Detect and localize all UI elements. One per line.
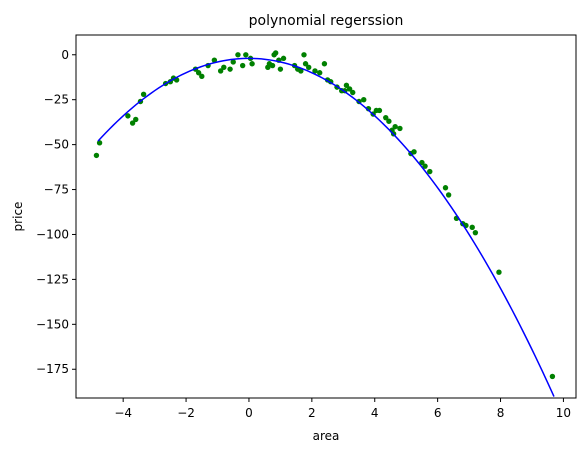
x-tick-label: 8 [497, 406, 505, 420]
regression-curve [97, 57, 555, 397]
plot-frame [75, 34, 577, 399]
data-point [217, 68, 224, 74]
data-point [93, 152, 100, 159]
data-point [346, 86, 353, 92]
data-point [227, 66, 233, 72]
data-point [350, 89, 356, 96]
data-point [383, 114, 389, 121]
x-tick-label: 4 [371, 406, 379, 420]
data-point [301, 52, 307, 58]
data-point [272, 50, 279, 56]
data-point [376, 107, 383, 114]
x-tick-label: 6 [434, 406, 442, 420]
x-tick-label: 10 [556, 406, 571, 420]
data-point [280, 55, 287, 62]
data-point [386, 118, 392, 124]
data-point [317, 70, 323, 76]
data-point [199, 73, 205, 80]
data-point [249, 61, 255, 67]
data-point [195, 70, 202, 76]
data-point [306, 64, 312, 71]
data-point [298, 68, 304, 74]
data-point [269, 62, 276, 69]
data-point [419, 159, 425, 166]
x-tick-label: −4 [114, 406, 132, 420]
data-point [235, 52, 241, 58]
chart-title: polynomial regerssion [249, 13, 404, 29]
data-point [230, 59, 236, 65]
x-tick-label: 0 [245, 406, 253, 420]
data-point [129, 120, 136, 126]
data-point [302, 61, 309, 67]
y-tick-label: −25 [44, 93, 69, 107]
data-point [442, 185, 449, 191]
plot-layer [93, 50, 556, 397]
data-point [211, 57, 218, 63]
data-point [361, 96, 367, 103]
data-point [125, 113, 131, 119]
x-axis-label: area [313, 429, 340, 443]
data-point [427, 168, 433, 175]
y-tick-label: −75 [44, 183, 69, 197]
y-tick-label: −125 [36, 272, 69, 286]
data-point [392, 123, 398, 130]
data-point [133, 116, 139, 123]
data-point [243, 52, 249, 58]
data-point [472, 229, 479, 236]
data-point [469, 224, 475, 230]
data-point [422, 163, 428, 169]
data-point [221, 64, 227, 71]
data-point [343, 82, 350, 89]
x-tick-label: −2 [177, 406, 195, 420]
data-point [140, 91, 147, 98]
data-point [549, 373, 556, 380]
tick-layer: −4 −2 0 2 4 6 8 10 0 −25 −50 −75 −100 −125 −150 −175 [36, 48, 571, 420]
y-axis-label: price [11, 202, 25, 232]
data-point [496, 269, 502, 275]
data-point [411, 149, 417, 155]
y-tick-label: −150 [36, 317, 69, 331]
data-point [96, 140, 103, 146]
data-point [321, 61, 328, 67]
x-tick-label: 2 [308, 406, 316, 420]
data-point [445, 192, 452, 198]
y-tick-label: −50 [44, 138, 69, 152]
data-point [277, 66, 284, 72]
y-tick-label: −175 [36, 362, 69, 376]
data-point [397, 125, 403, 132]
data-point [239, 62, 246, 69]
y-tick-label: −100 [36, 227, 69, 241]
y-tick-label: 0 [61, 48, 69, 62]
data-point [312, 68, 318, 74]
